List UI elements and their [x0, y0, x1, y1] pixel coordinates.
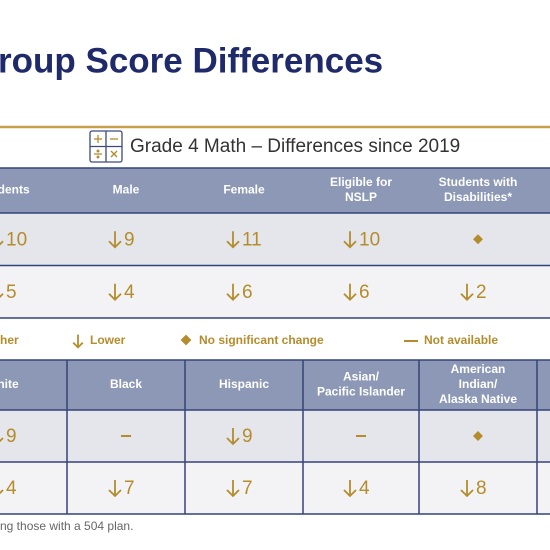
legend-label: her — [0, 333, 19, 347]
diamond-icon — [473, 234, 483, 245]
cell-value: 7 — [242, 478, 253, 499]
column-header: Eligible for — [330, 175, 392, 189]
arrow-icon — [108, 489, 122, 498]
cell-value: 2 — [476, 282, 487, 303]
legend-label: No significant change — [199, 333, 324, 347]
math-icon — [89, 130, 123, 163]
arrow-icon — [226, 489, 240, 498]
table-row — [0, 410, 550, 462]
legend-label: Not available — [424, 333, 498, 347]
header-row — [0, 168, 550, 213]
arrow-icon — [226, 293, 240, 302]
table-row — [0, 462, 550, 514]
cell-value: 8 — [476, 478, 487, 499]
cell-value: 9 — [242, 426, 253, 447]
cell-value: 5 — [6, 282, 17, 303]
arrow-icon — [0, 437, 4, 443]
column-header: Indian/ — [459, 377, 498, 391]
cell-value: 6 — [242, 282, 253, 303]
cell-value: 10 — [6, 229, 27, 250]
cell-value: 4 — [359, 478, 370, 499]
header-row — [0, 360, 550, 410]
column-header: American — [451, 362, 506, 376]
diamond-icon — [180, 334, 192, 346]
diamond-icon — [473, 431, 483, 441]
arrow-icon — [0, 489, 4, 495]
arrow-icon — [108, 293, 122, 302]
cell-value: 4 — [124, 282, 135, 303]
column-header: tudents — [0, 183, 30, 197]
cell-value: 9 — [6, 426, 17, 447]
table-row — [0, 265, 550, 318]
subtitle: Grade 4 Math – Differences since 2019 — [130, 136, 460, 157]
legend-label: Lower — [90, 333, 126, 347]
column-header: Male — [113, 183, 140, 197]
arrow-icon — [72, 341, 84, 349]
cell-value: 4 — [6, 478, 17, 499]
column-header: Alaska Native — [439, 392, 517, 406]
arrow-icon — [0, 240, 4, 246]
column-header: NSLP — [345, 190, 377, 204]
column-header: Disabilities* — [444, 190, 512, 204]
column-header: Black — [110, 377, 142, 391]
cell-value: 11 — [242, 229, 262, 250]
cell-value: 10 — [359, 229, 380, 250]
cell-value: 6 — [359, 282, 370, 303]
column-header: Asian/ — [343, 370, 380, 384]
arrow-icon — [108, 240, 122, 249]
arrow-icon — [343, 489, 357, 498]
column-header: hite — [0, 377, 19, 391]
column-header: Female — [223, 183, 265, 197]
arrow-icon — [343, 240, 357, 249]
column-header: Hispanic — [219, 377, 269, 391]
arrow-icon — [460, 293, 474, 302]
table-row — [0, 213, 550, 266]
arrow-icon — [0, 293, 4, 299]
arrow-icon — [460, 489, 474, 498]
cell-value: 9 — [124, 229, 135, 250]
arrow-icon — [343, 293, 357, 302]
cell-value: 7 — [124, 478, 135, 499]
title: roup Score Differences — [0, 41, 383, 80]
arrow-icon — [226, 437, 240, 446]
footnote: ng those with a 504 plan. — [0, 519, 133, 533]
arrow-icon — [226, 240, 240, 249]
column-header: Pacific Islander — [317, 385, 405, 399]
column-header: Students with — [439, 175, 518, 189]
